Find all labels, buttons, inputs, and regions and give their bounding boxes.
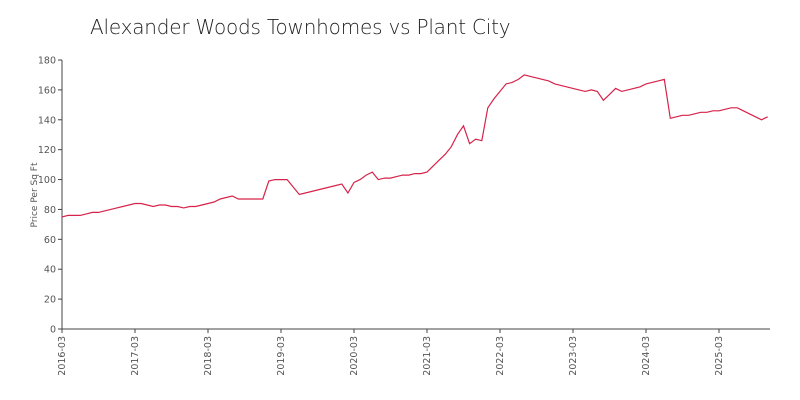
x-tick-label: 2023-03 <box>568 336 579 376</box>
x-tick-label: 2021-03 <box>422 336 433 376</box>
x-tick-label: 2025-03 <box>714 336 725 376</box>
series-line <box>61 74 768 218</box>
y-tick-label: 60 <box>44 235 56 246</box>
y-tick-label: 0 <box>50 325 56 336</box>
x-axis-ticks: 2016-03 2017-03 2018-03 2019-03 2020-03 2021-… <box>57 329 725 376</box>
x-tick-label: 2016-03 <box>57 336 68 376</box>
chart-axes <box>61 60 770 330</box>
x-tick-label: 2024-03 <box>641 336 652 376</box>
y-tick-label: 140 <box>38 115 56 126</box>
x-tick-label: 2020-03 <box>349 336 360 376</box>
x-tick-label: 2022-03 <box>495 336 506 376</box>
y-tick-label: 180 <box>38 56 56 67</box>
x-tick-label: 2017-03 <box>130 336 141 376</box>
chart-title: Alexander Woods Townhomes vs Plant City <box>90 15 511 39</box>
x-tick-label: 2019-03 <box>276 336 287 376</box>
y-axis-label: Price Per Sq Ft <box>30 162 40 227</box>
y-tick-label: 80 <box>44 205 56 216</box>
y-tick-label: 40 <box>44 265 56 276</box>
chart-series <box>61 74 768 218</box>
y-tick-label: 120 <box>38 145 56 156</box>
x-tick-label: 2018-03 <box>203 336 214 376</box>
y-tick-label: 100 <box>38 175 56 186</box>
y-axis-ticks: 0 20 40 60 80 100 120 140 160 180 <box>38 56 62 336</box>
y-tick-label: 20 <box>44 295 56 306</box>
y-tick-label: 160 <box>38 85 56 96</box>
